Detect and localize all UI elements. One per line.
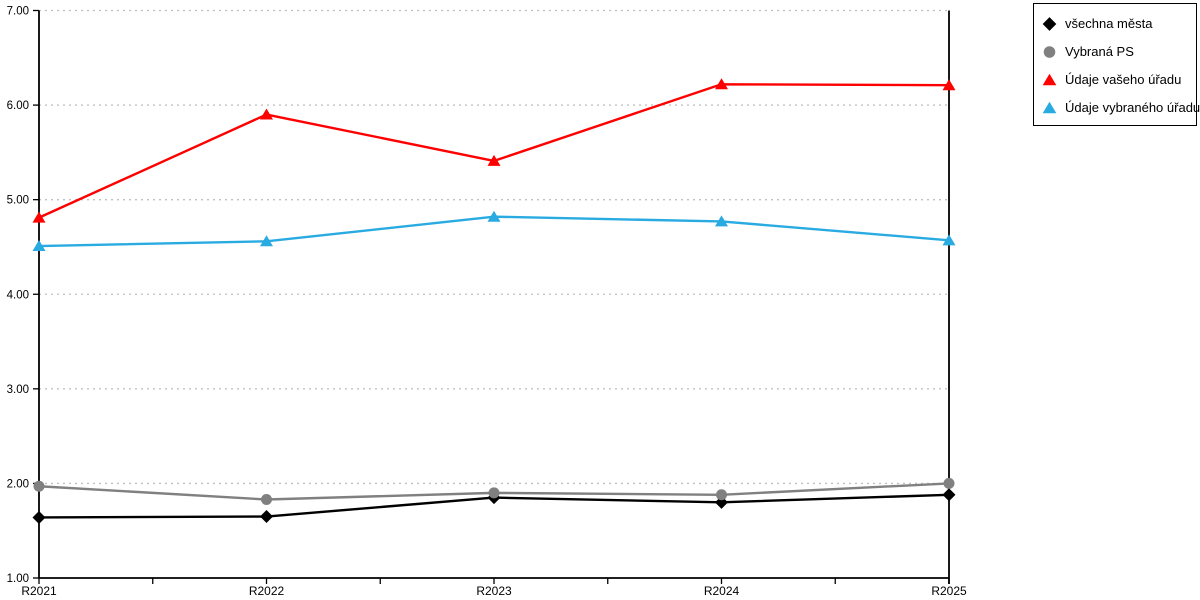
legend-item-vybrana-ps: Vybraná PS (1034, 37, 1196, 65)
legend-item-udaje-vybraneho-uradu: Údaje vybraného úřadu (1034, 93, 1200, 121)
series-3 (32, 210, 956, 252)
circle-icon (1042, 44, 1057, 59)
svg-text:2.00: 2.00 (7, 478, 29, 490)
svg-text:5.00: 5.00 (7, 195, 29, 207)
svg-text:R2021: R2021 (21, 584, 57, 598)
legend-item-udaje-vaseho-uradu: Údaje vašeho úřadu (1034, 65, 1196, 93)
chart-legend: všechna města Vybraná PS Údaje vašeho úř… (1033, 3, 1200, 126)
svg-text:3.00: 3.00 (7, 384, 29, 396)
svg-text:7.00: 7.00 (7, 6, 29, 18)
legend-item-vsechna-mesta: všechna města (1034, 9, 1196, 37)
y-axis-labels: 1.00 2.00 3.00 4.00 5.00 6.00 7.00 (7, 6, 29, 586)
svg-text:R2025: R2025 (931, 584, 967, 598)
series-2 (32, 78, 956, 223)
svg-text:6.00: 6.00 (7, 100, 29, 112)
svg-text:1.00: 1.00 (7, 573, 29, 585)
series-1 (33, 477, 955, 505)
x-axis-labels: R2021 R2022 R2023 R2024 R2025 (21, 584, 967, 598)
svg-text:R2023: R2023 (476, 584, 512, 598)
diamond-icon (1042, 16, 1057, 31)
legend-label: Údaje vybraného úřadu (1065, 99, 1200, 115)
legend-label: Vybraná PS (1065, 43, 1134, 59)
svg-text:R2022: R2022 (249, 584, 285, 598)
svg-text:R2024: R2024 (704, 584, 740, 598)
triangle-icon (1042, 72, 1057, 87)
legend-label: všechna města (1065, 15, 1153, 31)
triangle-icon (1042, 100, 1057, 115)
svg-text:4.00: 4.00 (7, 289, 29, 301)
gridlines (39, 9, 949, 485)
legend-label: Údaje vašeho úřadu (1065, 71, 1182, 87)
